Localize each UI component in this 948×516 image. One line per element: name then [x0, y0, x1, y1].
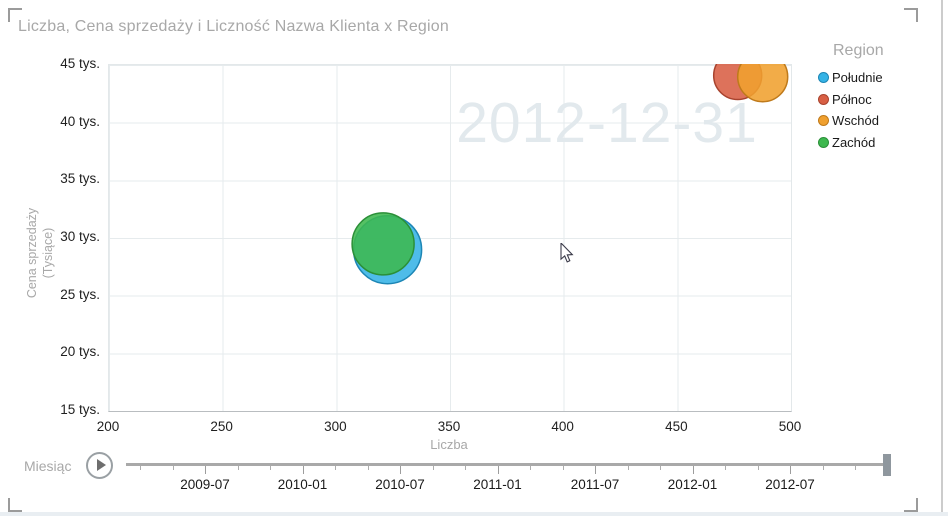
timeline-minor-tick	[562, 466, 564, 470]
timeline-minor-tick	[237, 466, 239, 470]
play-axis-date-watermark: 2012-12-31	[456, 91, 758, 155]
x-tick-label: 450	[665, 419, 688, 434]
timeline-tick-label: 2012-07	[765, 477, 815, 492]
y-tick-label: 20 tys.	[60, 344, 100, 360]
x-tick-label: 250	[210, 419, 233, 434]
x-tick-label: 500	[778, 419, 802, 434]
y-tick-label: 25 tys.	[60, 286, 100, 302]
y-axis-title-line1: Cena sprzedaży	[25, 207, 39, 299]
legend: Region Południe Północ Wschód Zachód	[818, 42, 940, 153]
timeline-major-tick	[302, 466, 304, 474]
legend-swatch-icon	[818, 115, 829, 127]
timeline-minor-tick	[855, 466, 856, 470]
timeline-minor-tick	[757, 466, 759, 470]
y-axis-title: Cena sprzedaży (Tysiące)	[24, 163, 56, 343]
timeline-minor-tick	[822, 466, 824, 470]
timeline-minor-tick	[627, 466, 629, 470]
legend-item-3[interactable]: Wschód	[818, 110, 940, 132]
pane-divider	[941, 0, 943, 516]
plot-area	[108, 64, 792, 412]
x-tick-label: 300	[324, 419, 347, 434]
timeline-slider-handle[interactable]	[883, 454, 891, 476]
bubble-layer	[351, 64, 789, 285]
y-axis-title-line2: (Tysiące)	[41, 227, 55, 279]
timeline-major-tick	[790, 466, 791, 474]
timeline-tick-label: 2010-07	[375, 477, 425, 492]
legend-item-2[interactable]: Północ	[818, 89, 940, 111]
timeline-minor-tick	[172, 466, 174, 470]
play-button[interactable]	[86, 452, 113, 479]
play-circle-icon	[97, 459, 106, 471]
x-tick-label: 400	[551, 419, 574, 434]
y-tick-label: 35 tys.	[60, 171, 100, 187]
x-tick-label: 200	[96, 419, 120, 434]
legend-item-label: Północ	[832, 91, 872, 107]
timeline-tick-label: 2010-01	[277, 477, 328, 492]
x-axis-title: Liczba	[430, 437, 468, 452]
selection-corner-top-left	[8, 8, 22, 22]
timeline-major-tick	[205, 466, 206, 474]
y-tick-label: 45 tys.	[60, 56, 100, 71]
bubble-zachód[interactable]	[351, 212, 415, 276]
play-axis-label: Miesiąc	[24, 458, 72, 474]
mouse-cursor-icon	[560, 243, 574, 263]
chart-title: Liczba, Cena sprzedaży i Liczność Nazwa …	[18, 18, 449, 35]
timeline-minor-tick	[140, 466, 141, 470]
y-tick-label: 15 tys.	[60, 402, 100, 417]
timeline-major-tick	[692, 466, 694, 474]
legend-swatch-icon	[818, 93, 829, 105]
legend-item-label: Wschód	[832, 113, 879, 129]
bubble-wschód[interactable]	[736, 64, 789, 103]
timeline-major-tick	[400, 466, 401, 474]
timeline-minor-tick	[432, 466, 434, 470]
timeline-minor-tick	[270, 466, 271, 470]
timeline-tick-label: 2011-07	[570, 477, 620, 492]
timeline-tick-label: 2009-07	[180, 477, 230, 492]
timeline-minor-tick	[725, 466, 726, 470]
timeline-minor-tick	[367, 466, 369, 470]
legend-item-label: Południe	[832, 70, 883, 86]
legend-item-1[interactable]: Południe	[818, 67, 940, 89]
y-tick-label: 30 tys.	[60, 229, 100, 244]
legend-item-4[interactable]: Zachód	[818, 132, 940, 154]
bottom-edge-strip	[0, 512, 948, 516]
legend-title: Region	[833, 42, 884, 59]
legend-items: Południe Północ Wschód Zachód	[818, 67, 940, 153]
timeline-minor-tick	[530, 466, 531, 470]
selection-corner-bottom-left	[8, 498, 22, 512]
selection-corner-bottom-right	[904, 498, 918, 512]
y-tick-label: 40 tys.	[60, 113, 100, 129]
legend-swatch-icon	[818, 72, 829, 84]
timeline-minor-tick	[465, 466, 466, 470]
legend-swatch-icon	[818, 136, 829, 148]
x-tick-label: 350	[437, 419, 461, 434]
legend-item-label: Zachód	[832, 134, 876, 150]
timeline-minor-tick	[335, 466, 336, 470]
selection-corner-top-right	[904, 8, 918, 22]
timeline-major-tick	[497, 466, 499, 474]
timeline-minor-tick	[660, 466, 661, 470]
timeline-tick-label: 2012-01	[667, 477, 718, 492]
timeline-major-tick	[595, 466, 596, 474]
timeline-track[interactable]	[126, 463, 886, 466]
timeline-tick-label: 2011-01	[473, 477, 522, 492]
